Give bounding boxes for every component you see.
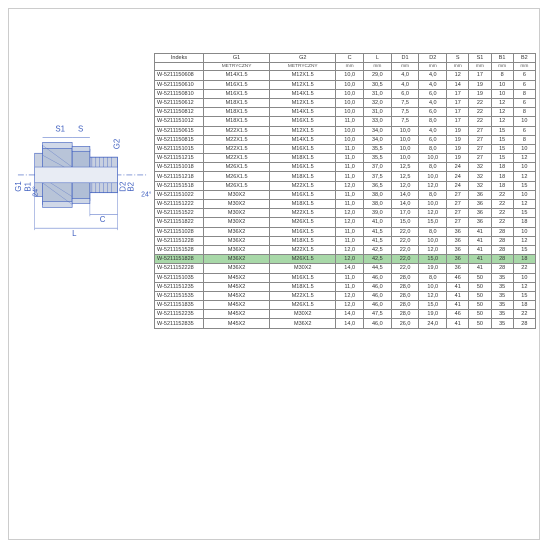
- spec-table: IndeksG1G2CLD1D2SS1B1B2 METRYCZNYMETRYCZ…: [154, 53, 536, 329]
- table-row: W-5211151528M36X2M22X1.512,042,522,012,0…: [155, 245, 536, 254]
- label-l: L: [72, 229, 77, 238]
- table-row: W-5211151835M45X2M26X1.512,046,028,015,0…: [155, 301, 536, 310]
- table-row: W-5211151218M26X1.5M18X1.511,037,512,510…: [155, 172, 536, 181]
- table-row: W-5211150615M22X1.5M12X1.510,034,010,04,…: [155, 126, 536, 135]
- label-g2: G2: [112, 139, 121, 150]
- col-g1: G1: [204, 54, 270, 63]
- spec-table-container: IndeksG1G2CLD1D2SS1B1B2 METRYCZNYMETRYCZ…: [154, 53, 536, 353]
- table-row: W-5211151015M22X1.5M16X1.511,035,510,08,…: [155, 144, 536, 153]
- col-s1: S1: [469, 54, 491, 63]
- col-g2: G2: [270, 54, 336, 63]
- table-row: W-5211150610M16X1.5M12X1.510,030,54,04,0…: [155, 80, 536, 89]
- table-row: W-5211150812M18X1.5M14X1.510,031,07,56,0…: [155, 108, 536, 117]
- table-row: W-5211151228M36X2M18X1.511,041,522,010,0…: [155, 236, 536, 245]
- label-b2: B2: [126, 182, 135, 192]
- table-row: W-5211151222M30X2M18X1.511,038,014,010,0…: [155, 200, 536, 209]
- table-row: W-5211152235M45X2M30X214,047,528,019,046…: [155, 310, 536, 319]
- label-s1: S1: [55, 125, 65, 134]
- label-b1: B1: [24, 182, 33, 192]
- table-row: W-5211151235M45X2M18X1.511,046,028,010,0…: [155, 282, 536, 291]
- col-c: C: [336, 54, 364, 63]
- table-row: W-5211151018M26X1.5M16X1.511,037,012,58,…: [155, 163, 536, 172]
- label-s: S: [78, 125, 83, 134]
- col-s: S: [447, 54, 469, 63]
- table-row: W-5211151035M45X2M16X1.511,046,028,08,04…: [155, 273, 536, 282]
- fitting-diagram: S1 S G2 G1 B1 24° D2 B2 24° C L: [13, 97, 151, 242]
- table-row: W-5211150608M14X1.5M12X1.510,029,04,04,0…: [155, 71, 536, 80]
- table-row: W-5211150815M22X1.5M14X1.510,034,010,06,…: [155, 135, 536, 144]
- col-indeks: Indeks: [155, 54, 204, 63]
- table-row: W-5211150612M18X1.5M12X1.510,032,07,54,0…: [155, 98, 536, 107]
- table-row: W-5211152228M36X2M30X214,044,522,019,036…: [155, 264, 536, 273]
- col-d2: D2: [419, 54, 447, 63]
- table-row: W-5211151022M30X2M16X1.511,038,014,08,02…: [155, 190, 536, 199]
- col-b2: B2: [513, 54, 535, 63]
- label-24-r: 24°: [141, 191, 151, 199]
- label-24-l: 24°: [32, 186, 40, 197]
- table-row: W-5211152835M45X2M36X214,046,026,024,041…: [155, 319, 536, 328]
- table-row: W-5211151822M30X2M26X1.512,041,015,015,0…: [155, 218, 536, 227]
- table-row: W-5211151012M18X1.5M16X1.511,033,07,58,0…: [155, 117, 536, 126]
- col-b1: B1: [491, 54, 513, 63]
- table-row: W-5211150810M16X1.5M14X1.510,031,06,06,0…: [155, 89, 536, 98]
- col-l: L: [364, 54, 392, 63]
- table-row: W-5211151028M36X2M16X1.511,041,522,08,03…: [155, 227, 536, 236]
- table-row: W-5211151518M26X1.5M22X1.512,036,512,012…: [155, 181, 536, 190]
- label-c: C: [100, 215, 106, 224]
- table-row: W-5211151828M36X2M26X1.512,042,522,015,0…: [155, 255, 536, 264]
- table-row: W-5211151215M22X1.5M18X1.511,035,510,010…: [155, 154, 536, 163]
- table-row: W-5211151535M45X2M22X1.512,046,028,012,0…: [155, 291, 536, 300]
- label-g1: G1: [14, 181, 23, 192]
- table-row: W-5211151522M30X2M22X1.512,039,017,012,0…: [155, 209, 536, 218]
- col-d1: D1: [391, 54, 419, 63]
